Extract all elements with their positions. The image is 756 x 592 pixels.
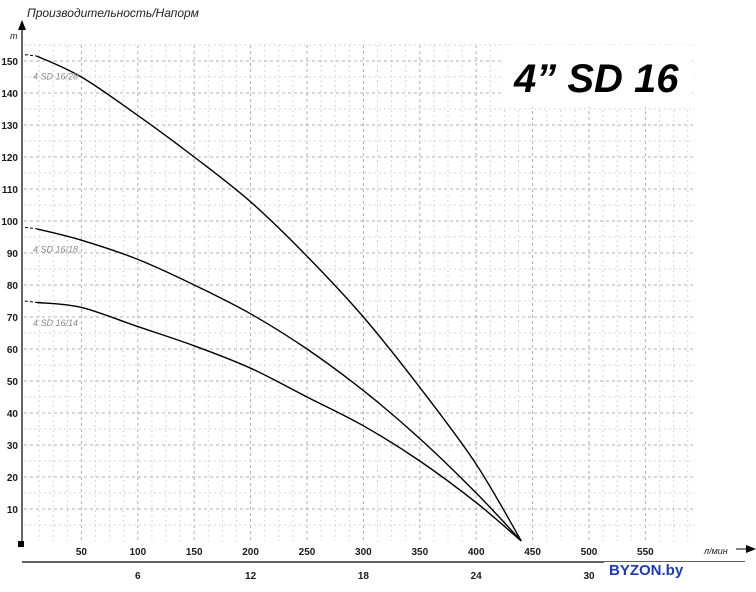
y-tick-label: 80	[7, 281, 19, 292]
secondary-x-tick-label: 6	[135, 571, 141, 582]
y-tick-label: 110	[2, 185, 19, 196]
y-tick-label: 40	[7, 409, 19, 420]
y-tick-label: 10	[7, 505, 19, 516]
y-axis-unit: m	[10, 31, 18, 41]
secondary-x-tick-label: 18	[358, 571, 370, 582]
y-axis-arrow-icon	[18, 20, 26, 30]
chart-grid	[24, 44, 695, 541]
x-axis-arrow-icon	[746, 545, 756, 553]
x-tick-label: 400	[468, 547, 485, 558]
x-tick-label: 150	[186, 547, 203, 558]
series-curve-dashed-start	[24, 54, 38, 57]
y-tick-label: 60	[7, 345, 19, 356]
series-label: 4 SD 16/18	[33, 244, 78, 254]
y-tick-label: 120	[1, 153, 18, 164]
chart-title: 4” SD 16	[513, 57, 679, 101]
x-tick-label: 500	[581, 547, 598, 558]
y-tick-label: 140	[1, 89, 18, 100]
secondary-x-tick-label: 12	[245, 571, 257, 582]
model-title-box	[504, 45, 692, 107]
y-axis-label: Производительность/Напорм	[27, 6, 199, 20]
y-tick-label: 90	[7, 249, 19, 260]
x-tick-label: 450	[524, 547, 541, 558]
secondary-x-tick-label: 24	[471, 571, 483, 582]
chart-tick-labels: 10 20 30 40 50 60 70 80 90 100 110 120 130 140 150 50 10…	[1, 57, 654, 582]
series-label: 4 SD 16/14	[33, 318, 78, 328]
chart-curves	[24, 54, 522, 542]
x-tick-label: 200	[242, 547, 259, 558]
y-tick-label: 130	[1, 121, 18, 132]
y-tick-label: 70	[7, 313, 19, 324]
y-tick-label: 20	[7, 473, 19, 484]
series-curve	[36, 228, 522, 542]
x-tick-label: 300	[355, 547, 372, 558]
origin-marker	[18, 541, 24, 547]
y-tick-label: 100	[1, 217, 18, 228]
x-tick-label: 100	[129, 547, 146, 558]
x-tick-label: 250	[299, 547, 316, 558]
y-tick-label: 150	[1, 57, 18, 68]
x-tick-label: 550	[637, 547, 654, 558]
watermark-box	[604, 562, 756, 592]
series-curve-dashed-start	[24, 300, 38, 303]
watermark-brand: BYZON.by	[609, 562, 684, 579]
chart-series-labels: 4 SD 16/28 4 SD 16/18 4 SD 16/14	[33, 72, 78, 328]
y-tick-label: 30	[7, 441, 19, 452]
series-curve	[36, 55, 522, 542]
x-tick-label: 350	[411, 547, 428, 558]
secondary-x-tick-label: 30	[583, 571, 595, 582]
series-curve-dashed-start	[24, 226, 38, 230]
series-label: 4 SD 16/28	[33, 72, 78, 82]
y-tick-label: 50	[7, 377, 19, 388]
x-axis-unit: л/мин	[703, 546, 728, 556]
series-curve	[36, 301, 522, 542]
x-tick-label: 50	[76, 547, 88, 558]
